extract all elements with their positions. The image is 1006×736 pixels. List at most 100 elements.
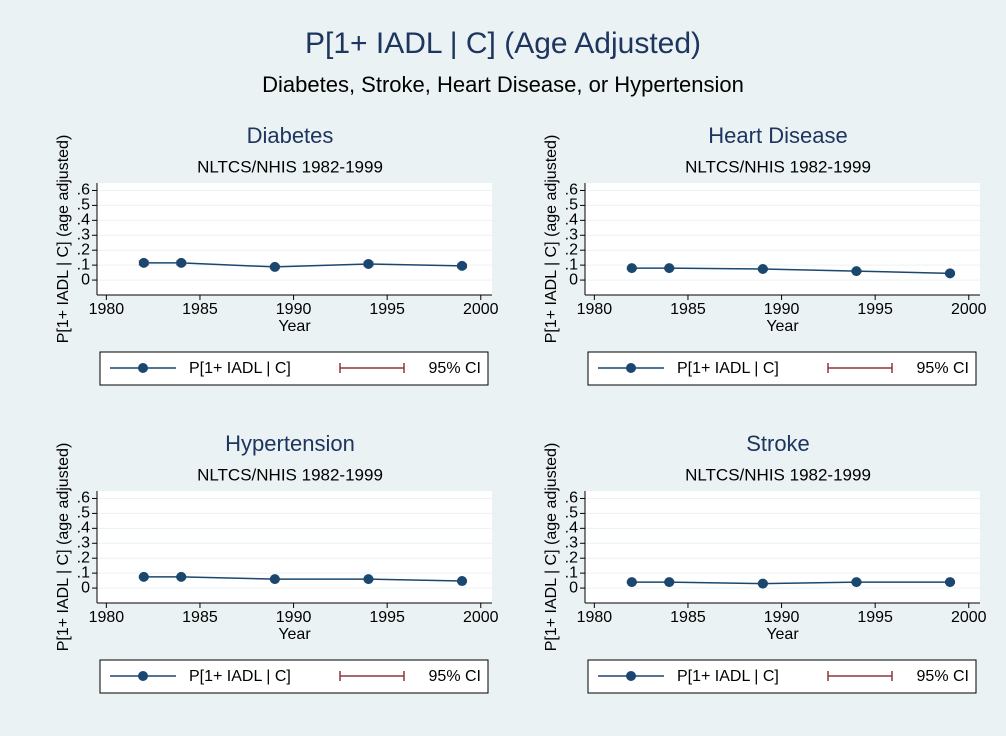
point <box>757 264 768 275</box>
panel-title: Hypertension <box>225 431 355 456</box>
panel: Heart Disease NLTCS/NHIS 1982-1999 0.1.2.3… <box>543 123 987 386</box>
y-tick-label: .3 <box>77 226 90 243</box>
y-tick-label: .1 <box>565 564 578 581</box>
point <box>269 261 280 272</box>
point <box>757 578 768 589</box>
y-tick-label: .3 <box>77 534 90 551</box>
x-tick-label: 1985 <box>670 301 706 318</box>
y-axis-title: P[1+ IADL | C] (age adjusted) <box>55 135 72 344</box>
point <box>457 260 468 271</box>
x-tick-label: 2000 <box>463 301 499 318</box>
x-tick-label: 1995 <box>369 301 405 318</box>
panel: Diabetes NLTCS/NHIS 1982-1999 0.1.2.3.4.5.… <box>55 123 499 386</box>
legend-marker <box>138 671 148 681</box>
y-tick-label: .6 <box>77 490 90 507</box>
x-tick-label: 2000 <box>951 301 987 318</box>
panel-subtitle: NLTCS/NHIS 1982-1999 <box>685 157 871 176</box>
plot-area <box>97 491 492 603</box>
x-tick-label: 1980 <box>89 301 125 318</box>
x-axis-title: Year <box>766 318 799 335</box>
point <box>626 263 637 274</box>
panel-subtitle: NLTCS/NHIS 1982-1999 <box>197 465 383 484</box>
y-tick-label: .4 <box>77 520 90 537</box>
legend-marker <box>138 363 148 373</box>
legend-label: P[1+ IADL | C] <box>677 668 779 685</box>
x-tick-label: 1990 <box>276 609 312 626</box>
point <box>176 571 187 582</box>
point <box>664 263 675 274</box>
panel-title: Heart Disease <box>708 123 847 148</box>
legend-label: P[1+ IADL | C] <box>189 360 291 377</box>
panel-title: Stroke <box>746 431 810 456</box>
y-tick-label: .4 <box>565 520 578 537</box>
point <box>138 257 149 268</box>
legend-label: 95% CI <box>429 668 481 685</box>
point <box>138 571 149 582</box>
plot-area <box>585 491 980 603</box>
point <box>626 577 637 588</box>
legend-label: P[1+ IADL | C] <box>677 360 779 377</box>
y-tick-label: .1 <box>565 256 578 273</box>
y-tick-label: .2 <box>565 549 578 566</box>
legend-marker <box>626 671 636 681</box>
x-tick-label: 1985 <box>182 301 218 318</box>
point <box>945 577 956 588</box>
x-tick-label: 1980 <box>577 301 613 318</box>
y-tick-label: .2 <box>565 241 578 258</box>
point <box>363 574 374 585</box>
panel-subtitle: NLTCS/NHIS 1982-1999 <box>197 157 383 176</box>
panel-subtitle: NLTCS/NHIS 1982-1999 <box>685 465 871 484</box>
point <box>176 257 187 268</box>
x-axis-title: Year <box>278 318 311 335</box>
x-tick-label: 2000 <box>951 609 987 626</box>
y-axis-title: P[1+ IADL | C] (age adjusted) <box>55 443 72 652</box>
y-tick-label: .4 <box>565 212 578 229</box>
panel: Stroke NLTCS/NHIS 1982-1999 0.1.2.3.4.5.6 1… <box>543 431 987 694</box>
y-tick-label: .1 <box>77 564 90 581</box>
y-tick-label: 0 <box>569 271 578 288</box>
x-tick-label: 1995 <box>857 609 893 626</box>
y-tick-label: .3 <box>565 226 578 243</box>
y-tick-label: 0 <box>569 579 578 596</box>
point <box>363 258 374 269</box>
y-tick-label: .3 <box>565 534 578 551</box>
y-axis-title: P[1+ IADL | C] (age adjusted) <box>543 135 560 344</box>
legend-marker <box>626 363 636 373</box>
y-tick-label: 0 <box>81 271 90 288</box>
panel-title: Diabetes <box>247 123 334 148</box>
legend-label: 95% CI <box>917 668 969 685</box>
y-tick-label: .5 <box>77 197 90 214</box>
point <box>945 268 956 279</box>
x-tick-label: 2000 <box>463 609 499 626</box>
point <box>269 574 280 585</box>
y-tick-label: 0 <box>81 579 90 596</box>
y-tick-label: .1 <box>77 256 90 273</box>
y-tick-label: .6 <box>565 182 578 199</box>
x-tick-label: 1985 <box>670 609 706 626</box>
x-tick-label: 1990 <box>764 609 800 626</box>
x-tick-label: 1995 <box>369 609 405 626</box>
chart-subtitle: Diabetes, Stroke, Heart Disease, or Hype… <box>262 72 744 97</box>
legend-label: 95% CI <box>429 360 481 377</box>
x-tick-label: 1985 <box>182 609 218 626</box>
x-tick-label: 1980 <box>89 609 125 626</box>
point <box>851 266 862 277</box>
x-axis-title: Year <box>766 626 799 643</box>
plot-area <box>585 183 980 295</box>
plot-area <box>97 183 492 295</box>
x-tick-label: 1995 <box>857 301 893 318</box>
y-tick-label: .2 <box>77 549 90 566</box>
y-axis-title: P[1+ IADL | C] (age adjusted) <box>543 443 560 652</box>
point <box>851 577 862 588</box>
x-axis-title: Year <box>278 626 311 643</box>
y-tick-label: .5 <box>565 197 578 214</box>
point <box>457 576 468 587</box>
y-tick-label: .5 <box>77 505 90 522</box>
y-tick-label: .2 <box>77 241 90 258</box>
y-tick-label: .6 <box>565 490 578 507</box>
legend-label: 95% CI <box>917 360 969 377</box>
y-tick-label: .5 <box>565 505 578 522</box>
point <box>664 577 675 588</box>
